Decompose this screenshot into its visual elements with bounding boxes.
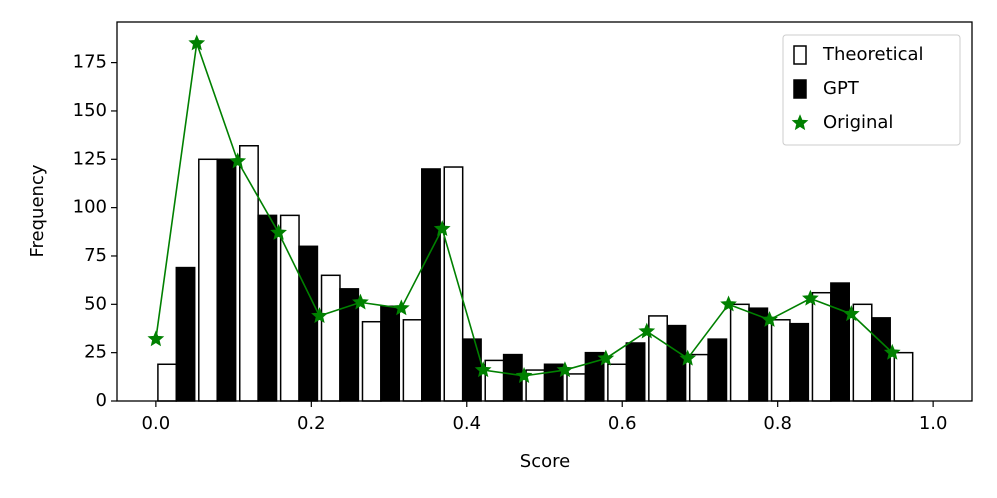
x-tick-label: 0.6 <box>608 413 637 434</box>
y-tick-label: 75 <box>84 245 107 266</box>
marker <box>147 330 165 347</box>
bar <box>216 158 237 402</box>
legend-label: GPT <box>823 78 860 99</box>
marker <box>802 289 819 306</box>
bar <box>443 166 464 402</box>
bar <box>707 338 728 402</box>
y-tick-label: 50 <box>84 293 107 314</box>
x-tick-label: 0.0 <box>142 413 171 434</box>
bar <box>361 320 382 402</box>
marker <box>311 307 328 324</box>
plot-frame <box>116 21 973 402</box>
bar <box>175 266 196 402</box>
marker <box>188 34 206 51</box>
y-axis-label: Frequency <box>27 164 48 257</box>
bar <box>502 353 523 402</box>
legend-swatch <box>793 79 807 99</box>
marker <box>842 305 860 322</box>
marker <box>638 322 656 339</box>
marker <box>556 361 574 378</box>
bar <box>566 373 587 402</box>
bar <box>729 303 750 402</box>
y-tick-label: 175 <box>73 52 107 73</box>
x-tick-label: 0.2 <box>297 413 326 434</box>
x-tick-label: 1.0 <box>919 413 948 434</box>
bar <box>257 214 278 402</box>
bar <box>239 145 259 402</box>
y-tick-label: 0 <box>96 390 107 411</box>
marker <box>270 223 287 240</box>
bar <box>421 168 441 402</box>
bar <box>484 359 505 402</box>
legend-label: Theoretical <box>822 44 924 65</box>
bar <box>811 291 832 402</box>
marker <box>679 349 697 366</box>
bar <box>320 274 341 402</box>
bar <box>893 351 914 402</box>
x-axis-label: Score <box>520 451 570 472</box>
bar <box>688 353 709 402</box>
bar <box>830 282 850 402</box>
marker <box>883 343 901 360</box>
y-tick-label: 150 <box>73 100 107 121</box>
marker <box>474 361 492 378</box>
legend-frame <box>782 34 961 146</box>
y-tick-label: 25 <box>84 342 107 363</box>
x-tick-label: 0.8 <box>763 413 792 434</box>
y-tick-label: 100 <box>73 197 107 218</box>
bar <box>198 158 218 402</box>
bar <box>298 245 319 402</box>
marker <box>597 349 615 366</box>
legend: Theoretical GPT Original <box>782 34 961 146</box>
marker <box>229 152 247 169</box>
bar <box>666 324 687 402</box>
bar <box>625 342 646 402</box>
legend-swatch <box>793 45 807 65</box>
bar <box>380 305 401 402</box>
bar <box>607 363 628 402</box>
marker <box>515 367 533 383</box>
y-tick-label: 125 <box>73 148 107 169</box>
bar <box>157 363 178 402</box>
bar <box>402 319 423 402</box>
bar <box>770 319 791 402</box>
legend-marker <box>791 114 809 131</box>
marker <box>433 220 451 237</box>
bar <box>789 322 810 402</box>
marker <box>720 295 737 312</box>
x-tick-label: 0.4 <box>452 413 481 434</box>
bar <box>748 307 769 402</box>
marker <box>392 299 410 316</box>
marker <box>761 310 778 327</box>
marker <box>352 293 369 310</box>
legend-label: Original <box>823 112 893 133</box>
